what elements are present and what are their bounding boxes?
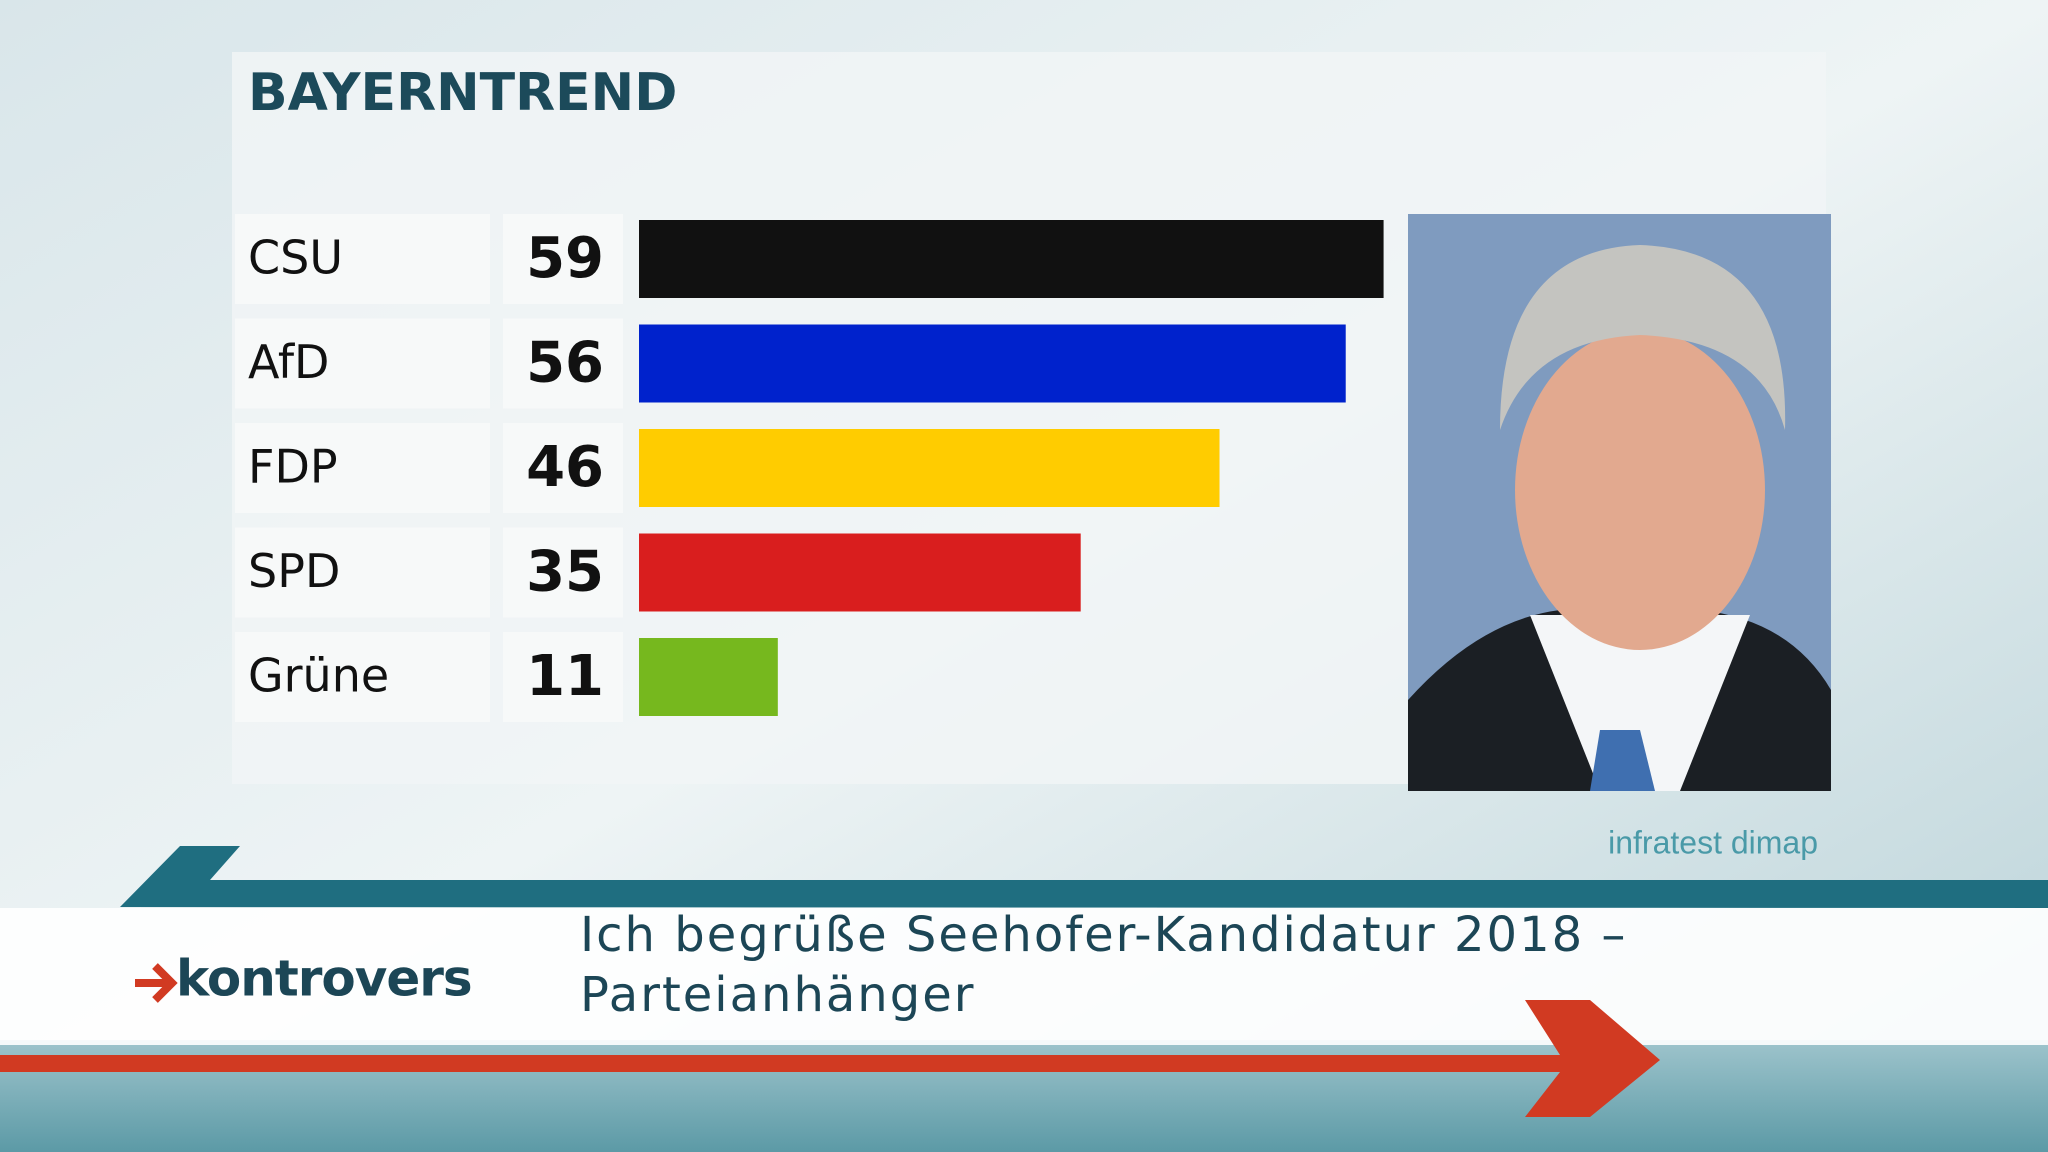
tie <box>1590 730 1655 791</box>
value-label: 56 <box>526 331 604 396</box>
label-box <box>235 423 490 513</box>
value-box <box>503 632 623 722</box>
value-box <box>503 527 623 618</box>
red-arrow <box>0 1000 1660 1117</box>
bar <box>639 638 778 716</box>
value-label: 35 <box>526 540 604 605</box>
value-label: 46 <box>526 435 604 500</box>
value-box <box>503 318 623 409</box>
label-box <box>235 318 490 409</box>
caption: Ich begrüße Seehofer-Kandidatur 2018 – P… <box>580 907 1628 1023</box>
bar <box>639 220 1384 298</box>
label-box <box>235 527 490 618</box>
bar <box>639 429 1220 507</box>
value-label: 11 <box>526 644 604 709</box>
category-label: FDP <box>248 440 338 494</box>
bar <box>639 533 1081 612</box>
source: infratest dimap <box>1608 824 1818 860</box>
value-label: 59 <box>526 226 604 291</box>
teal-arrow <box>120 846 2048 908</box>
caption-band <box>0 908 2048 1045</box>
category-label: CSU <box>248 231 343 285</box>
photo <box>1408 214 1831 791</box>
brand: kontrovers <box>176 950 472 1008</box>
label-box <box>235 632 490 722</box>
chart-title: BAYERNTREND <box>248 63 677 123</box>
category-label: Grüne <box>248 649 389 703</box>
hair <box>1500 245 1786 430</box>
label-box <box>235 214 490 304</box>
shirt <box>1530 615 1750 791</box>
bar <box>639 324 1346 403</box>
category-label: SPD <box>248 544 340 598</box>
value-box <box>503 423 623 513</box>
category-label: AfD <box>248 335 329 389</box>
brand-arrow <box>135 963 178 1003</box>
face <box>1515 330 1765 650</box>
value-box <box>503 214 623 304</box>
